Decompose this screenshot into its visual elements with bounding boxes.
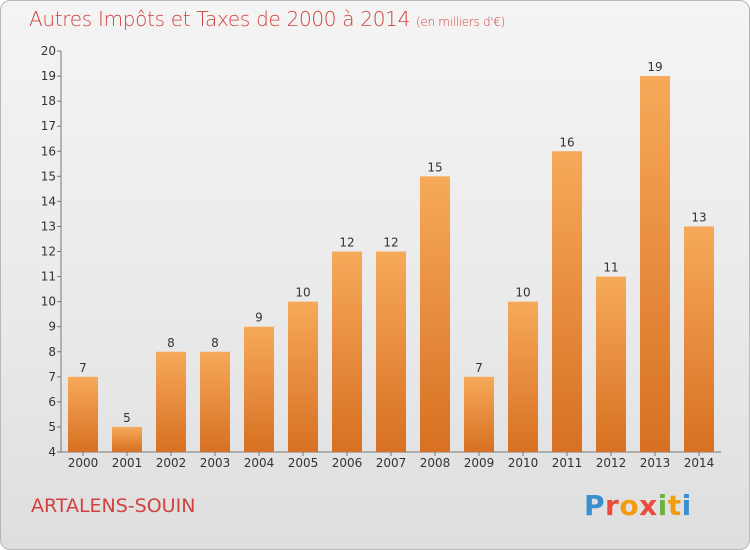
y-tick-label: 8 — [48, 345, 56, 359]
bar-value-label: 8 — [167, 336, 175, 350]
bar — [640, 76, 670, 452]
bar — [508, 301, 538, 452]
y-tick-label: 16 — [41, 144, 56, 158]
x-tick-label: 2008 — [420, 456, 451, 470]
proxiti-logo: Proxiti — [584, 489, 692, 522]
y-tick-label: 15 — [41, 169, 56, 183]
x-tick-label: 2007 — [376, 456, 407, 470]
x-tick-label: 2014 — [684, 456, 715, 470]
x-tick-label: 2013 — [640, 456, 671, 470]
y-tick-label: 4 — [48, 445, 56, 459]
x-tick-label: 2010 — [508, 456, 539, 470]
x-tick-label: 2001 — [112, 456, 143, 470]
bar-value-label: 7 — [475, 361, 483, 375]
bar — [68, 376, 98, 452]
bar-value-label: 7 — [79, 361, 87, 375]
x-tick-label: 2005 — [288, 456, 319, 470]
x-tick-label: 2012 — [596, 456, 627, 470]
y-tick-label: 10 — [41, 295, 56, 309]
y-tick-label: 11 — [41, 270, 56, 284]
bar-value-label: 9 — [255, 311, 263, 325]
bar-value-label: 10 — [515, 286, 530, 300]
bar — [288, 301, 318, 452]
x-tick-label: 2009 — [464, 456, 495, 470]
bar — [552, 151, 582, 452]
x-tick-label: 2006 — [332, 456, 363, 470]
bar-value-label: 5 — [123, 411, 131, 425]
y-tick-label: 12 — [41, 245, 56, 259]
bar — [684, 226, 714, 452]
y-tick-label: 9 — [48, 320, 56, 334]
bar-value-label: 12 — [339, 236, 354, 250]
bar — [376, 251, 406, 452]
y-tick-label: 6 — [48, 395, 56, 409]
bar-value-label: 19 — [647, 60, 662, 74]
x-tick-label: 2004 — [244, 456, 275, 470]
y-tick-label: 18 — [41, 94, 56, 108]
y-tick-label: 14 — [41, 194, 56, 208]
y-tick-label: 20 — [41, 44, 56, 58]
bar — [156, 351, 186, 452]
title-text: Autres Impôts et Taxes de 2000 à 2014 — [29, 7, 410, 31]
y-tick-label: 17 — [41, 119, 56, 133]
bar — [464, 376, 494, 452]
bar — [420, 176, 450, 452]
bar — [200, 351, 230, 452]
bar — [112, 426, 142, 452]
bar-value-label: 13 — [691, 210, 706, 224]
y-tick-label: 7 — [48, 370, 56, 384]
bar — [332, 251, 362, 452]
bar-value-label: 8 — [211, 336, 219, 350]
y-tick-label: 5 — [48, 420, 56, 434]
bar-value-label: 11 — [603, 261, 618, 275]
x-tick-label: 2000 — [68, 456, 99, 470]
bar-value-label: 15 — [427, 160, 442, 174]
y-tick-label: 13 — [41, 219, 56, 233]
bar — [244, 326, 274, 452]
x-tick-label: 2002 — [156, 456, 187, 470]
chart-title: Autres Impôts et Taxes de 2000 à 2014 (en… — [29, 7, 505, 31]
bar-value-label: 10 — [295, 286, 310, 300]
x-tick-label: 2011 — [552, 456, 583, 470]
y-tick-label: 19 — [41, 69, 56, 83]
commune-name: ARTALENS-SOUIN — [31, 495, 196, 517]
bar-value-label: 12 — [383, 236, 398, 250]
x-tick-label: 2003 — [200, 456, 231, 470]
bar — [596, 276, 626, 452]
unit-label: (en milliers d'€) — [416, 15, 506, 29]
bar-value-label: 16 — [559, 135, 574, 149]
